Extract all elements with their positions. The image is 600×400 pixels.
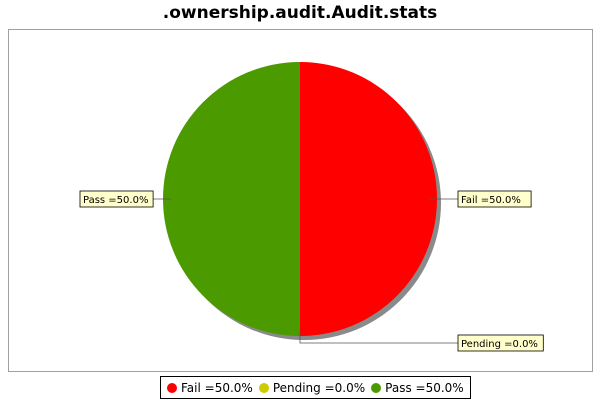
pie-slice-pass [163, 62, 300, 336]
legend-label-pass: Pass =50.0% [385, 380, 464, 395]
legend-swatch-pass [371, 382, 382, 393]
slice-label-pass: Pass =50.0% [79, 190, 171, 208]
slice-label-box-pass [79, 190, 154, 208]
legend: Fail =50.0% Pending =0.0% Pass =50.0% [160, 376, 471, 399]
slice-label-text-pending: Pending =0.0% [461, 339, 538, 350]
slice-label-fail: Fail =50.0% [429, 190, 532, 208]
legend-label-pending: Pending =0.0% [272, 380, 366, 395]
legend-swatch-fail [167, 382, 177, 393]
legend-item-pass: Pass =50.0% [371, 381, 464, 395]
slice-label-text-fail: Fail =50.0% [461, 195, 521, 206]
slice-label-box-pending [457, 334, 544, 352]
slice-label-pending: Pending =0.0% [299, 332, 544, 352]
legend-item-pending: Pending =0.0% [258, 380, 366, 395]
leader-line-pending [299, 332, 458, 344]
legend-swatch-pending [258, 382, 269, 393]
legend-label-fail: Fail =50.0% [181, 380, 253, 395]
chart-title: .ownership.audit.Audit.stats [162, 3, 438, 23]
legend-item-fail: Fail =50.0% [167, 381, 253, 395]
slice-label-text-pass: Pass =50.0% [83, 195, 148, 206]
pie-slice-fail [300, 62, 437, 336]
slice-label-box-fail [457, 190, 532, 208]
